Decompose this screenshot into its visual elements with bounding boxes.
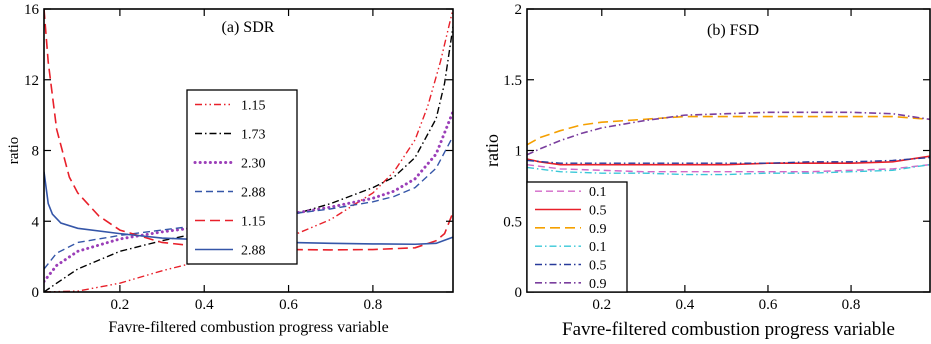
x-tick-label-0-1: 0.4 — [195, 297, 214, 313]
x-tick-label-1-1: 0.4 — [676, 297, 695, 313]
legend-label-0-3: 2.88 — [241, 186, 266, 201]
y-tick-label-1-4: 2 — [515, 2, 523, 18]
x-tick-label-0-0: 0.2 — [111, 297, 130, 313]
y-tick-label-1-1: 0.5 — [503, 214, 522, 230]
x-axis-label-0: Favre-filtered combustion progress varia… — [108, 319, 388, 336]
legend-label-1-1: 0.5 — [589, 204, 607, 219]
legend-label-1-5: 0.9 — [589, 277, 607, 292]
x-tick-label-1-3: 0.8 — [842, 297, 861, 313]
x-tick-label-1-0: 0.2 — [592, 297, 611, 313]
chart-panel-0: 0.2 0.4 0.6 0.8 0 4 8 12 16 (a) SDR Favre-filtered… — [6, 2, 453, 336]
legend-label-0-4: 1.15 — [241, 215, 266, 230]
x-tick-label-1-2: 0.6 — [759, 297, 778, 313]
legend-label-0-0: 1.15 — [241, 99, 266, 114]
series-line-1-0 — [527, 165, 930, 172]
series-line-1-2 — [527, 117, 930, 145]
legend-label-0-5: 2.88 — [241, 244, 266, 259]
legend-1: 0.1 0.5 0.9 0.1 0.5 0.9 — [527, 182, 627, 292]
legend-box-1 — [527, 182, 627, 292]
x-tick-label-0-2: 0.6 — [279, 297, 298, 313]
legend-label-0-1: 1.73 — [241, 128, 266, 143]
legend-label-1-3: 0.1 — [589, 240, 607, 255]
legend-label-1-0: 0.1 — [589, 185, 607, 200]
series-line-1-5 — [527, 112, 930, 154]
y-tick-label-0-0: 0 — [32, 285, 40, 301]
legend-label-1-2: 0.9 — [589, 222, 607, 237]
y-axis-label-0: ratio — [6, 137, 22, 165]
legend-0: 1.15 1.73 2.30 2.88 1.15 2.88 — [187, 90, 297, 264]
y-axis-label-1: ratio — [482, 134, 502, 167]
x-axis-label-1: Favre-filtered combustion progress varia… — [562, 319, 895, 340]
legend-label-0-2: 2.30 — [241, 157, 266, 172]
y-tick-label-1-2: 1 — [515, 144, 523, 160]
x-tick-label-0-3: 0.8 — [364, 297, 383, 313]
y-tick-label-0-1: 4 — [32, 214, 40, 230]
y-tick-label-0-4: 16 — [24, 2, 40, 18]
panel-title-0: (a) SDR — [222, 19, 275, 36]
chart-panel-1: 0.2 0.4 0.6 0.8 0 0.5 1 1.5 2 (b) FSD Favre-filter… — [482, 2, 930, 340]
legend-label-1-4: 0.5 — [589, 259, 607, 274]
y-tick-label-1-0: 0 — [515, 285, 523, 301]
legend-box-0 — [187, 90, 297, 264]
y-tick-label-0-3: 12 — [24, 73, 39, 89]
y-tick-label-0-2: 8 — [32, 144, 40, 160]
y-tick-label-1-3: 1.5 — [503, 73, 522, 89]
panel-title-1: (b) FSD — [707, 22, 759, 39]
